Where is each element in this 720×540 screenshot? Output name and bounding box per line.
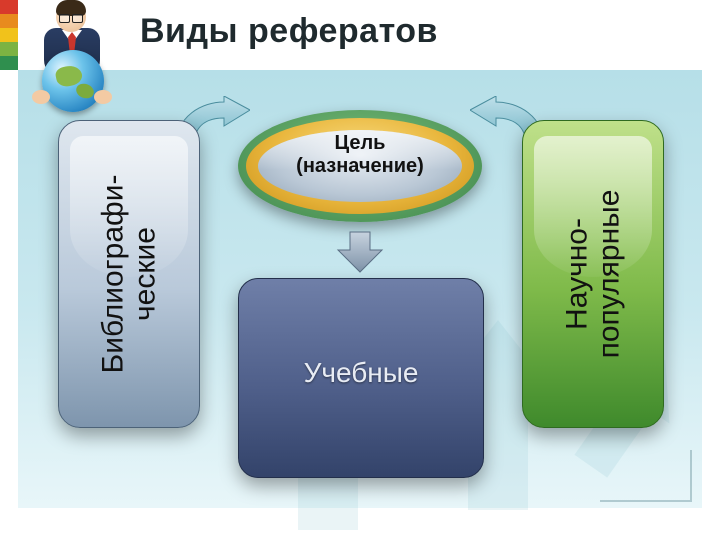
block-bibliographic: Библиографи- ческие [58,120,200,428]
presenter-avatar [22,2,122,112]
stripe-green [0,56,18,70]
block-bibliographic-label: Библиографи- ческие [98,175,161,374]
page-title: Виды рефератов [140,12,438,51]
stripe-red [0,0,18,14]
block-popular-science: Научно- популярные [522,120,664,428]
stripe-lgreen [0,42,18,56]
center-oval-line1: Цель [238,132,482,155]
down-arrow-icon [336,230,384,274]
center-oval: Цель (назначение) [238,110,482,222]
slide-root: Виды рефератов Библиографи- ческие Научн… [0,0,720,540]
left-color-stripe [0,0,18,540]
center-oval-line2: (назначение) [238,155,482,178]
center-oval-title: Цель (назначение) [238,132,482,178]
block-educational-label: Учебные [239,357,483,389]
block-popular-science-label: Научно- популярные [562,190,625,359]
stripe-yellow [0,28,18,42]
corner-rule [600,450,692,502]
stripe-orange [0,14,18,28]
globe-icon [42,50,104,112]
block-educational: Учебные [238,278,484,478]
